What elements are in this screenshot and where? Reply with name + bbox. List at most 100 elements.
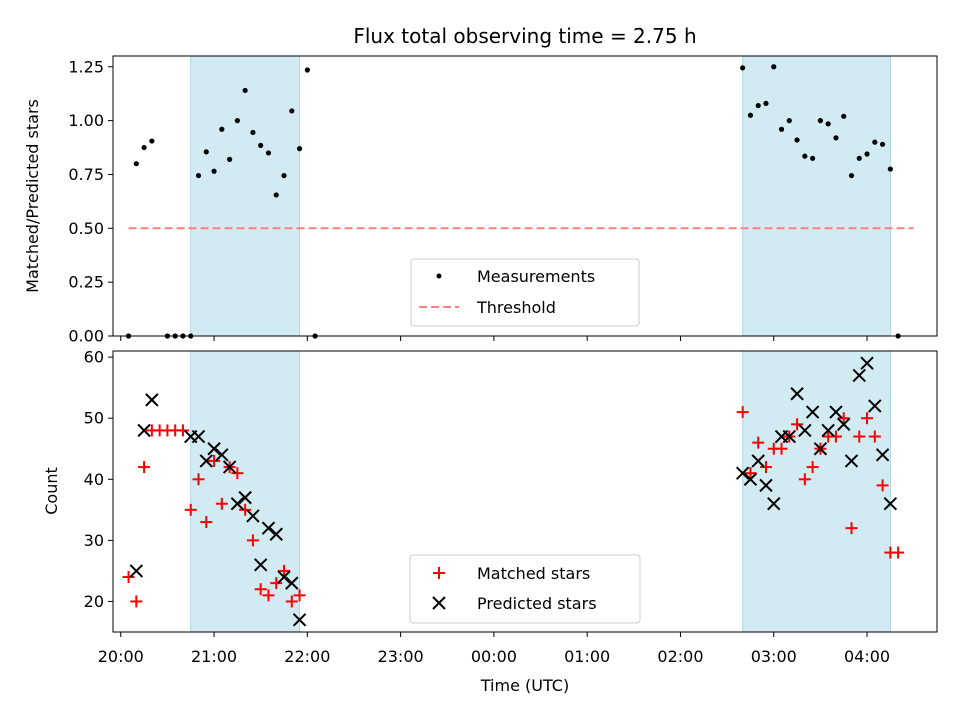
matched-star-point	[215, 497, 228, 510]
top-measurement-points	[125, 64, 901, 339]
matched-star-point	[829, 430, 842, 443]
bottom-x-tick-label: 22:00	[284, 647, 330, 666]
bottom-x-tick-label: 21:00	[191, 647, 237, 666]
predicted-star-point	[813, 442, 828, 456]
matched-star-point	[239, 503, 252, 516]
measurement-point	[771, 64, 777, 70]
measurement-point	[879, 141, 886, 147]
measurement-point	[219, 126, 225, 132]
matched-star-point	[759, 461, 772, 474]
measurement-point	[763, 100, 769, 106]
measurement-point	[250, 129, 256, 136]
bottom-x-tick-label: 02:00	[657, 647, 703, 666]
top-y-axis-label: Matched/Predicted stars	[23, 99, 42, 293]
matched-star-point	[192, 473, 205, 486]
top-y-tick-label: 0.00	[68, 327, 104, 346]
predicted-star-point	[883, 497, 898, 511]
predicted-star-point	[199, 454, 213, 468]
bottom-shaded-intervals	[190, 350, 891, 633]
measurement-point	[203, 149, 209, 155]
predicted-star-point	[852, 368, 866, 383]
measurement-point	[141, 144, 147, 151]
legend-predicted-marker	[432, 596, 446, 610]
predicted-star-point	[253, 558, 268, 572]
bottom-x-tick-label: 03:00	[751, 647, 797, 666]
matched-star-point	[775, 442, 788, 455]
predicted-star-point	[868, 399, 882, 413]
bottom-x-tick-label: 01:00	[564, 647, 610, 666]
measurement-point	[817, 118, 823, 124]
measurement-point	[794, 137, 800, 143]
matched-star-point	[130, 595, 143, 608]
shaded-interval	[742, 55, 891, 337]
matched-star-point	[231, 467, 244, 480]
matched-star-point	[208, 454, 221, 467]
predicted-star-point	[285, 576, 299, 590]
predicted-star-point	[215, 448, 229, 462]
measurement-point	[856, 155, 862, 161]
matched-star-point	[200, 516, 213, 529]
predicted-star-point	[292, 613, 307, 627]
legend-matched-marker	[433, 567, 445, 579]
legend-predicted-label: Predicted stars	[477, 594, 597, 613]
matched-star-point	[806, 461, 819, 474]
matched-star-point	[293, 589, 306, 602]
matched-star-point	[254, 583, 267, 596]
predicted-star-point	[751, 454, 765, 468]
measurement-point	[747, 112, 754, 118]
predicted-star-point	[735, 466, 750, 480]
matched-star-point	[736, 406, 749, 419]
matched-star-point	[837, 412, 850, 425]
top-y-tick-label: 1.25	[68, 57, 104, 76]
bottom-legend: Matched stars Predicted stars	[409, 554, 641, 624]
predicted-star-point	[875, 448, 890, 462]
legend-measurements-label: Measurements	[477, 267, 595, 286]
measurement-point	[195, 172, 202, 179]
shaded-interval	[190, 350, 301, 633]
matched-star-point	[868, 430, 881, 443]
matched-star-point	[861, 412, 874, 425]
bottom-x-tick-label: 23:00	[378, 647, 424, 666]
legend-measurements-marker	[436, 273, 442, 279]
top-legend: Measurements Threshold	[410, 258, 640, 327]
matched-star-point	[285, 595, 298, 608]
top-y-ticks: 0.00 0.25 0.50 0.75 1.00 1.25	[68, 57, 113, 346]
bottom-y-tick-label: 40	[84, 470, 104, 489]
measurement-point	[133, 161, 139, 167]
measurement-point	[825, 121, 831, 127]
bottom-y-ticks: 20 30 40 50 60	[84, 348, 113, 611]
predicted-star-point	[129, 564, 144, 578]
matched-stars-points	[122, 406, 905, 608]
predicted-star-point	[767, 497, 781, 511]
bottom-y-tick-label: 60	[84, 348, 104, 367]
shaded-interval	[742, 350, 891, 633]
top-y-tick-label: 0.75	[68, 165, 104, 184]
predicted-star-point	[844, 454, 859, 468]
predicted-star-point	[782, 429, 797, 444]
top-y-tick-label: 1.00	[68, 111, 104, 130]
bottom-y-tick-label: 50	[84, 409, 104, 428]
measurement-point	[864, 151, 870, 157]
measurement-point	[296, 146, 303, 152]
measurement-point	[841, 113, 847, 119]
measurement-point	[258, 142, 264, 148]
measurement-point	[778, 126, 785, 132]
bottom-x-tick-label: 04:00	[844, 647, 890, 666]
measurement-point	[289, 108, 295, 114]
top-panel: 0.00 0.25 0.50 0.75 1.00 1.25 Flux total obse…	[23, 24, 938, 346]
bottom-x-tick-label: 00:00	[471, 647, 517, 666]
measurement-point	[802, 153, 808, 159]
predicted-star-point	[821, 423, 835, 438]
predicted-star-point	[246, 509, 260, 523]
matched-star-point	[853, 430, 866, 443]
bottom-y-axis-label: Count	[42, 467, 61, 515]
measurement-point	[273, 192, 279, 198]
predicted-star-point	[222, 460, 237, 474]
matched-star-point	[752, 436, 765, 449]
bottom-y-tick-label: 20	[84, 592, 104, 611]
matched-star-point	[262, 589, 275, 602]
predicted-star-point	[137, 423, 151, 438]
measurement-point	[242, 87, 248, 94]
top-axes-frame	[112, 55, 938, 337]
